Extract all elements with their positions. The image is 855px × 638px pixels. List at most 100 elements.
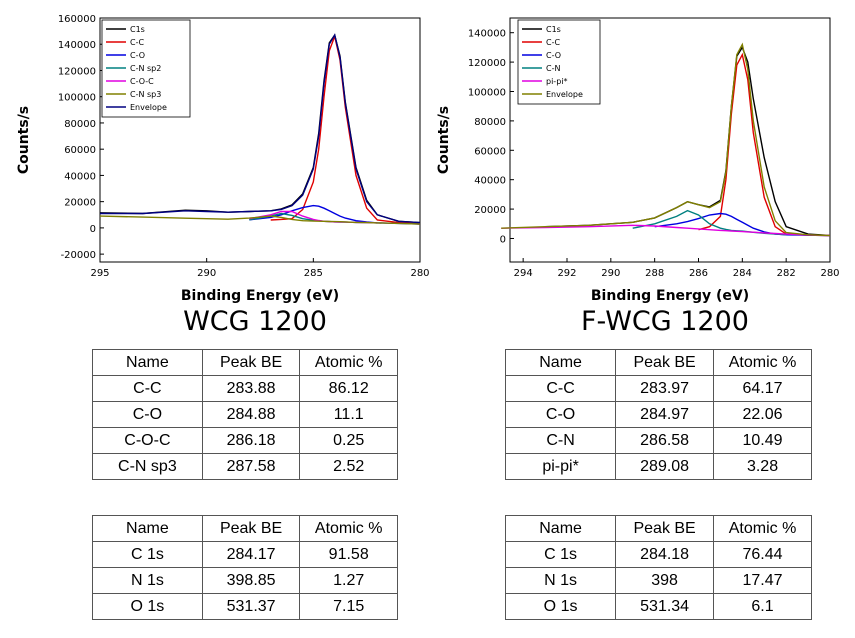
y-tick-label: 20000	[474, 205, 506, 216]
y-tick-label: 40000	[474, 176, 506, 187]
table-cell: 64.17	[713, 375, 812, 402]
table-cell: 531.34	[615, 593, 715, 620]
x-tick-label: 292	[557, 268, 576, 279]
table-cell: 283.88	[201, 375, 301, 402]
table-cell: C-C	[504, 375, 617, 402]
table-cell: 531.37	[201, 593, 301, 620]
y-tick-label: 100000	[58, 93, 96, 104]
legend-label: pi-pi*	[546, 77, 568, 86]
plot-frame	[99, 17, 421, 263]
y-tick-label: 60000	[64, 145, 96, 156]
table-cell: pi-pi*	[504, 453, 617, 480]
table-cell: Name	[504, 349, 617, 376]
series-line	[698, 52, 831, 237]
legend-label: C-C	[130, 38, 144, 47]
data-table: Name Peak BE Atomic % C 1s 284.18 76.44 N 1s 39…	[504, 515, 812, 620]
table-cell: Atomic %	[713, 349, 812, 376]
table-cell: 284.18	[615, 541, 715, 568]
table-row: C-C 283.88 86.12	[92, 375, 398, 402]
y-tick-label: 20000	[64, 198, 96, 209]
table-row: pi-pi* 289.08 3.28	[504, 453, 812, 480]
table-row: N 1s 398.85 1.27	[92, 567, 398, 594]
y-axis-title: Counts/s	[436, 106, 452, 174]
table-cell: 91.58	[299, 541, 398, 568]
table-cell: 22.06	[713, 401, 812, 428]
x-tick-label: 280	[820, 268, 839, 279]
table-cell: 6.1	[713, 593, 812, 620]
table-cell: 0.25	[299, 427, 398, 454]
x-axis-title: Binding Energy (eV)	[591, 288, 749, 304]
table-row: C-N 286.58 10.49	[504, 427, 812, 454]
table-cell: 7.15	[299, 593, 398, 620]
table-cell: 284.97	[615, 401, 715, 428]
legend-label: C1s	[546, 25, 561, 34]
table-cell: N 1s	[504, 567, 617, 594]
y-tick-label: 120000	[58, 66, 96, 77]
x-axis-title: Binding Energy (eV)	[181, 288, 339, 304]
table-cell: Peak BE	[201, 515, 301, 542]
table-cell: 284.88	[201, 401, 301, 428]
table-row: C-O-C 286.18 0.25	[92, 427, 398, 454]
series-line	[99, 215, 421, 225]
legend-label: Envelope	[546, 90, 583, 99]
x-tick-label: 290	[601, 268, 620, 279]
charts: -20000 0 20000 40000 60000 80000 100000 120000 1…	[16, 14, 840, 337]
table-cell: 284.17	[201, 541, 301, 568]
table-cell: Peak BE	[615, 515, 715, 542]
table-cell: O 1s	[92, 593, 203, 620]
table-cell: C-O	[504, 401, 617, 428]
legend-label: C-N sp2	[130, 64, 161, 73]
table-cell: 2.52	[299, 453, 398, 480]
table-cell: Atomic %	[299, 515, 398, 542]
table-row: C-N sp3 287.58 2.52	[92, 453, 398, 480]
table-cell: 11.1	[299, 401, 398, 428]
chart-caption: F-WCG 1200	[581, 306, 749, 337]
table-cell: 286.58	[615, 427, 715, 454]
table-cell: 286.18	[201, 427, 301, 454]
x-tick-label: 286	[689, 268, 708, 279]
table-row: Name Peak BE Atomic %	[504, 349, 812, 376]
table-cell: 76.44	[713, 541, 812, 568]
table-cell: 1.27	[299, 567, 398, 594]
table-cell: Atomic %	[713, 515, 812, 542]
table-cell: C-O	[92, 401, 203, 428]
table-cell: Atomic %	[299, 349, 398, 376]
table-cell: C-O-C	[92, 427, 203, 454]
x-tick-label: 282	[777, 268, 796, 279]
y-tick-label: 0	[500, 234, 506, 245]
y-tick-label: 80000	[64, 119, 96, 130]
data-table: Name Peak BE Atomic % C 1s 284.17 91.58 N 1s 39…	[92, 515, 398, 620]
y-tick-label: 120000	[468, 58, 506, 69]
table-row: N 1s 398 17.47	[504, 567, 812, 594]
table-row: Name Peak BE Atomic %	[504, 515, 812, 542]
y-tick-label: 100000	[468, 87, 506, 98]
legend-label: C-O-C	[130, 77, 154, 86]
legend-label: C-N	[546, 64, 560, 73]
y-tick-label: 60000	[474, 146, 506, 157]
y-tick-label: 80000	[474, 117, 506, 128]
y-axis-title: Counts/s	[16, 106, 32, 174]
x-tick-label: 285	[304, 268, 323, 279]
table-row: Name Peak BE Atomic %	[92, 515, 398, 542]
legend-label: C1s	[130, 25, 145, 34]
table-cell: C 1s	[504, 541, 617, 568]
legend-label: C-O	[130, 51, 145, 60]
table-cell: 17.47	[713, 567, 812, 594]
table-cell: Name	[92, 349, 203, 376]
x-tick-label: 294	[514, 268, 533, 279]
table-cell: C 1s	[92, 541, 203, 568]
legend-box	[517, 19, 601, 105]
y-tick-label: 160000	[58, 14, 96, 25]
table-cell: 398.85	[201, 567, 301, 594]
table-cell: 287.58	[201, 453, 301, 480]
y-tick-label: 140000	[468, 29, 506, 40]
y-tick-label: -20000	[61, 250, 96, 261]
table-cell: C-C	[92, 375, 203, 402]
legend-label: Envelope	[130, 103, 167, 112]
table-row: Name Peak BE Atomic %	[92, 349, 398, 376]
table-cell: N 1s	[92, 567, 203, 594]
y-tick-label: 40000	[64, 171, 96, 182]
table-cell: 289.08	[615, 453, 715, 480]
table-cell: 283.97	[615, 375, 715, 402]
